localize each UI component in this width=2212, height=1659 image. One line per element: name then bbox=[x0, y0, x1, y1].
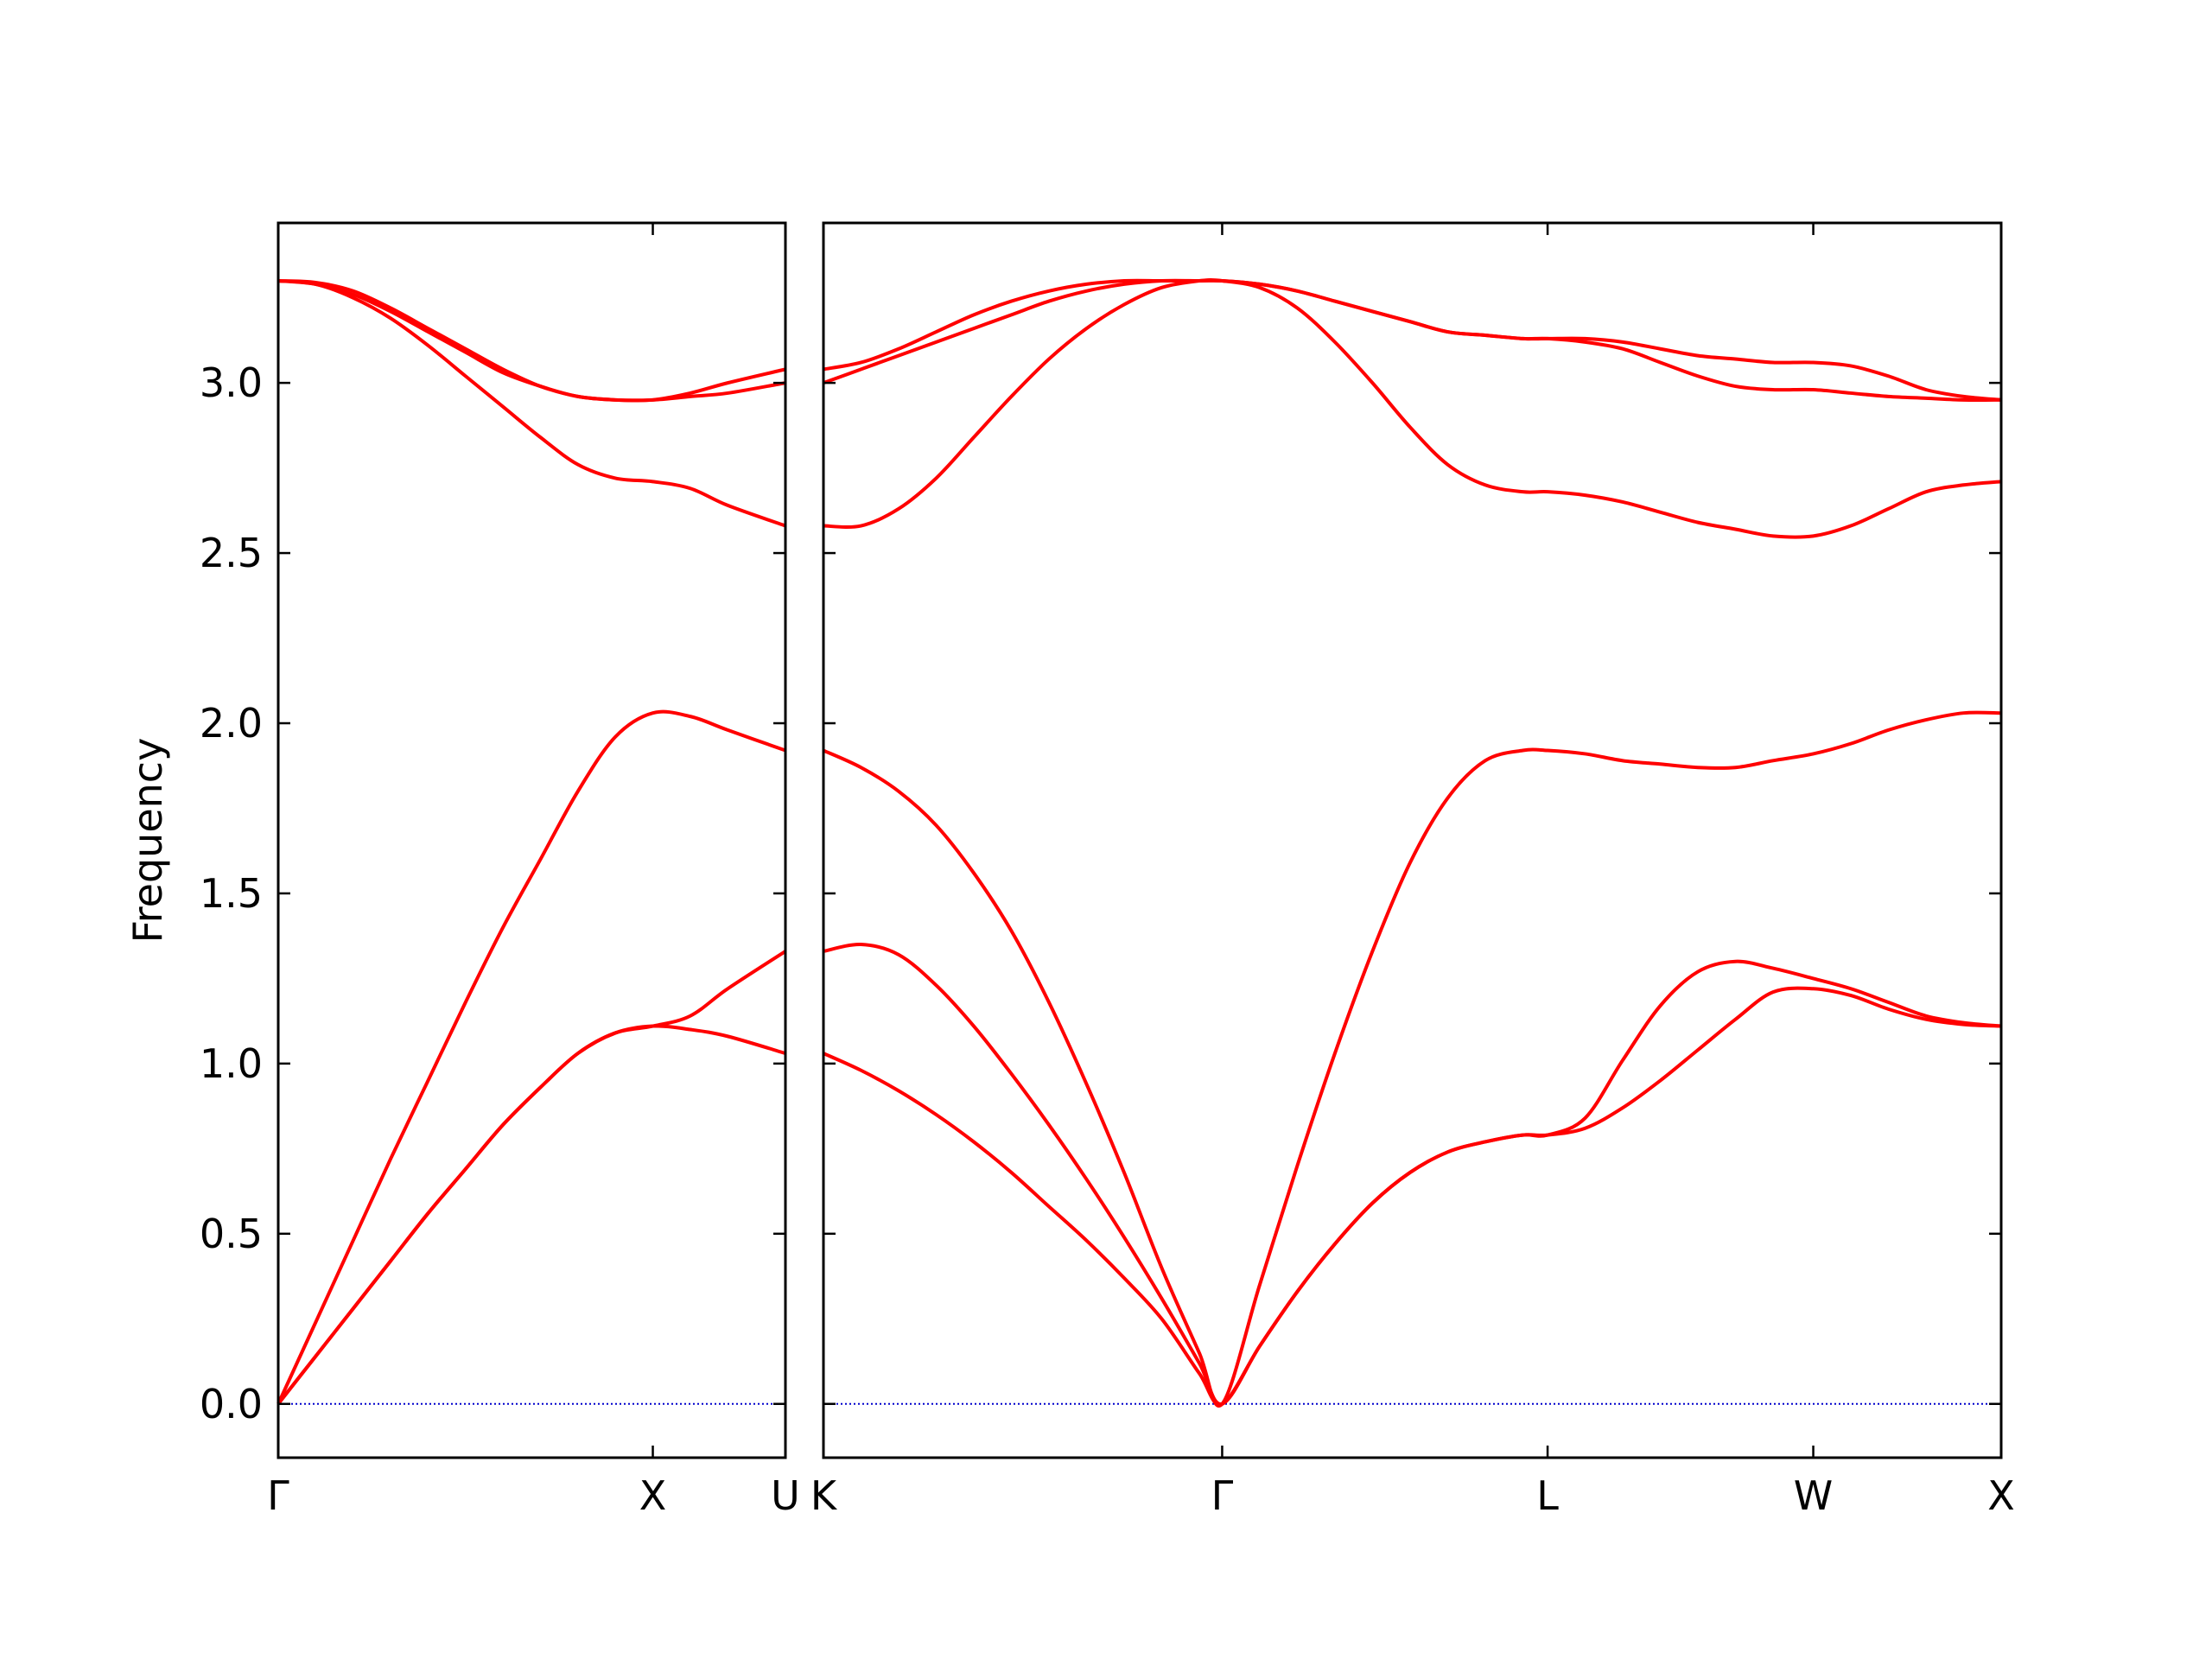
x-tick-label: Γ bbox=[267, 1472, 289, 1519]
x-tick-label: W bbox=[1794, 1472, 1833, 1519]
y-axis-label: Frequency bbox=[124, 738, 171, 944]
y-tick-label: 1.0 bbox=[200, 1040, 263, 1087]
band-line bbox=[276, 709, 786, 1405]
axes-frame bbox=[822, 221, 2003, 1459]
x-tick-label: X bbox=[639, 1472, 667, 1519]
y-tick-label: 3.0 bbox=[200, 359, 263, 406]
band-line bbox=[276, 950, 787, 1406]
x-tick-label: K bbox=[810, 1472, 838, 1519]
axes-frame bbox=[276, 221, 787, 1459]
y-tick-label: 0.5 bbox=[200, 1211, 263, 1257]
y-tick-label: 2.0 bbox=[200, 700, 263, 747]
band-line bbox=[277, 278, 786, 403]
x-tick-label: X bbox=[1987, 1472, 2015, 1519]
band-line bbox=[823, 943, 2002, 1406]
x-tick-label: U bbox=[771, 1472, 800, 1519]
band-line bbox=[823, 710, 2002, 1408]
band-line bbox=[823, 278, 2002, 402]
x-tick-label: Γ bbox=[1211, 1472, 1234, 1519]
y-tick-label: 0.0 bbox=[200, 1381, 263, 1427]
y-tick-label: 2.5 bbox=[200, 530, 263, 576]
band-line bbox=[277, 278, 786, 528]
x-tick-label: L bbox=[1536, 1472, 1559, 1519]
band-line bbox=[823, 277, 2002, 539]
y-tick-label: 1.5 bbox=[200, 870, 263, 917]
